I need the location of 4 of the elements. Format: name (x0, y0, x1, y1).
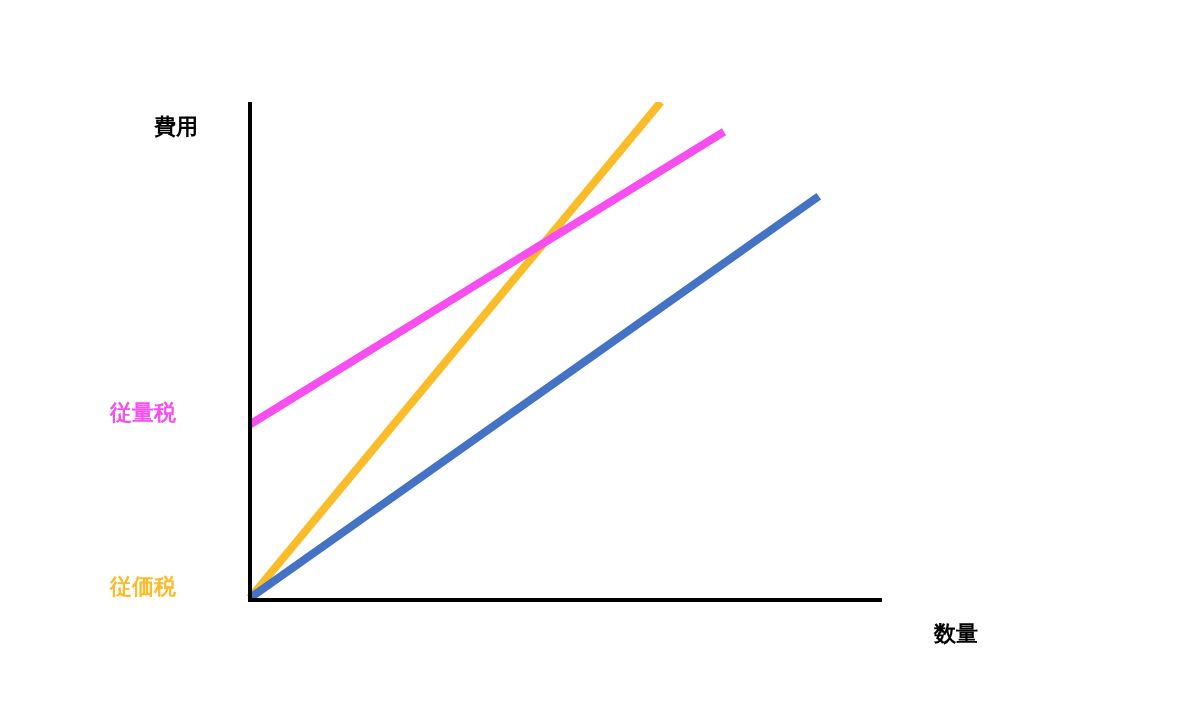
text: 従量税 (109, 400, 177, 426)
text: 従価税 (109, 573, 177, 599)
x-axis-title: 数量 (933, 620, 978, 646)
y-axis-title: 費用 (153, 113, 198, 139)
